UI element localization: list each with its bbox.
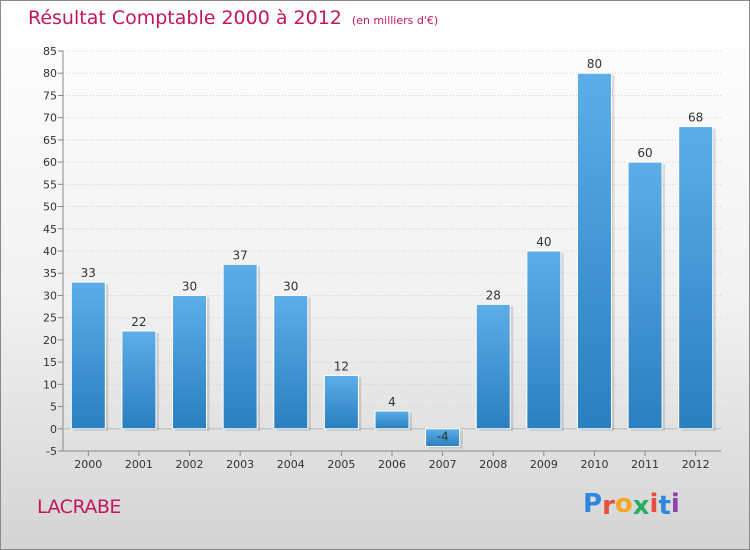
data-label-2006: 4: [388, 395, 396, 409]
y-tick-label: 15: [43, 356, 57, 369]
x-tick-label-2006: 2006: [378, 458, 406, 471]
bar-2004: [273, 294, 309, 430]
brand-letter: x: [632, 491, 650, 521]
y-tick-label: 10: [43, 378, 57, 391]
brand-logo: Proxiti: [583, 489, 680, 521]
x-tick-label-2001: 2001: [125, 458, 153, 471]
brand-letter: r: [602, 491, 615, 521]
bar-2006: [374, 410, 410, 430]
x-tick-label-2011: 2011: [631, 458, 659, 471]
y-tick-label: 45: [43, 223, 57, 236]
y-tick-label: 40: [43, 245, 57, 258]
brand-letter: t: [658, 491, 671, 521]
x-tick-label-2007: 2007: [429, 458, 457, 471]
y-tick-label: 5: [50, 401, 57, 414]
location-label: LACRABE: [37, 496, 121, 518]
y-tick-label: 35: [43, 267, 57, 280]
y-tick-label: 20: [43, 334, 57, 347]
y-tick-label: 55: [43, 178, 57, 191]
x-tick-label-2012: 2012: [682, 458, 710, 471]
bar-2002: [172, 294, 208, 430]
data-label-2012: 68: [688, 111, 703, 125]
y-tick-label: 65: [43, 134, 57, 147]
y-tick-label: 0: [50, 423, 57, 436]
y-tick-label: 50: [43, 201, 57, 214]
brand-letter: o: [614, 489, 633, 519]
x-tick-label-2003: 2003: [226, 458, 254, 471]
y-tick-label: 85: [43, 45, 57, 58]
bar-2012: [678, 126, 714, 430]
bar-2000: [70, 281, 106, 430]
y-tick-label: -5: [46, 445, 57, 458]
plot-area: [63, 51, 721, 451]
x-tick-label-2005: 2005: [327, 458, 355, 471]
data-label-2010: 80: [587, 57, 602, 71]
x-tick-label-2002: 2002: [176, 458, 204, 471]
bar-2011: [627, 161, 663, 430]
bar-2007: [425, 428, 461, 448]
x-tick-label-2008: 2008: [479, 458, 507, 471]
brand-letter: P: [583, 489, 603, 519]
chart-unit: (en milliers d'€): [351, 14, 439, 27]
data-label-2009: 40: [536, 235, 551, 249]
y-tick-label: 75: [43, 89, 57, 102]
data-label-2002: 30: [182, 279, 197, 293]
chart-title: Résultat Comptable 2000 à 2012: [28, 7, 342, 29]
data-label-2003: 37: [233, 248, 248, 262]
data-label-2011: 60: [637, 146, 652, 160]
data-label-2001: 22: [131, 315, 146, 329]
bar-chart: -5 0 5 10 15 20 25 30 35 40 45 50 55 60 65 70 75 80 85 33 20…: [43, 45, 721, 471]
x-tick-label-2010: 2010: [580, 458, 608, 471]
data-label-2007: -4: [437, 430, 449, 444]
bar-2010: [576, 72, 612, 430]
data-label-2000: 33: [81, 266, 96, 280]
y-tick-label: 30: [43, 289, 57, 302]
brand-letter: i: [649, 489, 659, 519]
data-label-2004: 30: [283, 279, 298, 293]
y-tick-label: 80: [43, 67, 57, 80]
bar-2009: [526, 250, 562, 430]
data-label-2008: 28: [486, 288, 501, 302]
x-tick-label-2004: 2004: [277, 458, 305, 471]
brand-letter: i: [670, 489, 680, 519]
y-tick-label: 60: [43, 156, 57, 169]
data-label-2005: 12: [334, 359, 349, 373]
chart-title-block: Résultat Comptable 2000 à 2012 (en millie…: [28, 7, 438, 29]
x-tick-label-2000: 2000: [74, 458, 102, 471]
bar-2008: [475, 303, 511, 430]
x-tick-label-2009: 2009: [530, 458, 558, 471]
y-tick-label: 70: [43, 112, 57, 125]
y-tick-label: 25: [43, 312, 57, 325]
bar-2003: [222, 263, 258, 430]
bar-2001: [121, 330, 157, 430]
bar-2005: [323, 374, 359, 430]
